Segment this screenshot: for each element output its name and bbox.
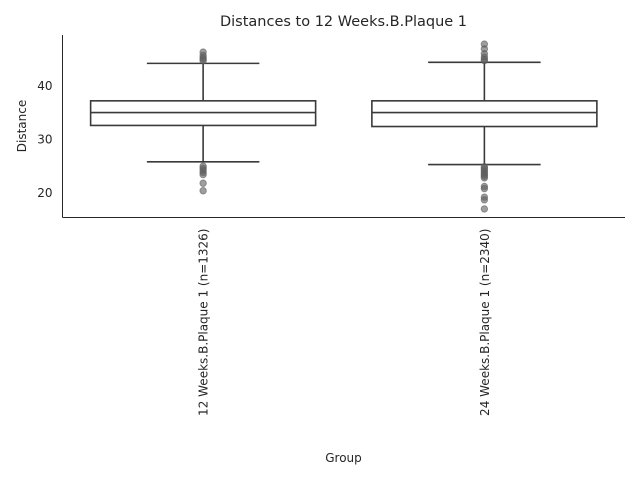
outlier-point (199, 187, 207, 195)
x-tick-label: 24 Weeks.B.Plaque 1 (n=2340) (478, 229, 492, 416)
outlier-point (480, 184, 489, 193)
x-tick-label: 12 Weeks.B.Plaque 1 (n=1326) (197, 229, 211, 416)
outlier-point (480, 205, 489, 213)
outlier-point (480, 196, 489, 204)
outlier-point (480, 56, 489, 65)
y-tick-label: 40 (37, 79, 52, 93)
plot-area (89, 40, 598, 213)
x-axis-label: Group (325, 451, 362, 465)
x-axis-ticks: 12 Weeks.B.Plaque 1 (n=1326) 24 Weeks.B.P… (197, 229, 492, 416)
chart-title: Distances to 12 Weeks.B.Plaque 1 (220, 14, 467, 30)
outlier-point (199, 56, 207, 65)
y-axis-label: Distance (15, 100, 29, 152)
outlier-point (480, 174, 489, 182)
y-tick-label: 30 (37, 132, 52, 146)
iqr-box (371, 100, 598, 128)
box-group-2 (371, 40, 598, 213)
box-group-1 (89, 48, 317, 195)
outlier-point (199, 170, 207, 179)
y-axis-ticks: 20 30 40 (37, 79, 52, 200)
outlier-point (199, 179, 207, 187)
y-tick-label: 20 (37, 186, 52, 200)
